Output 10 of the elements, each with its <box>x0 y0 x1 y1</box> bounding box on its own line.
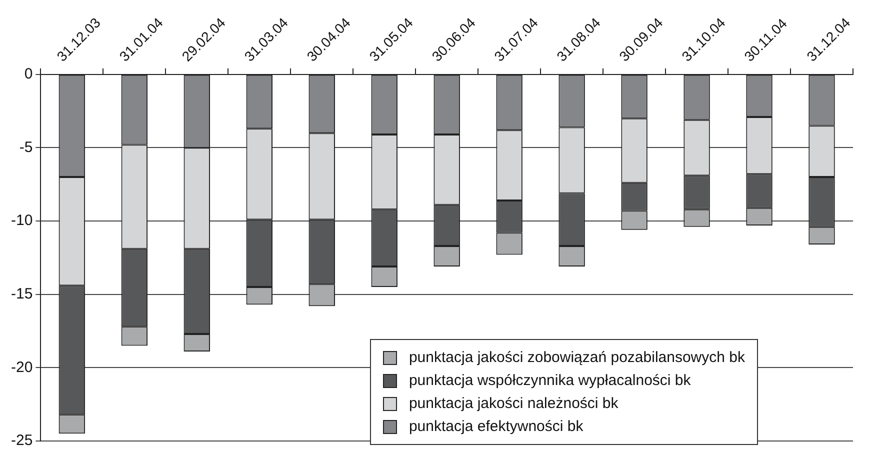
y-tick-label: 0 <box>24 66 33 83</box>
legend-label: punktacja współczynnika wypłacalności bk <box>408 371 691 391</box>
legend-label: punktacja jakości należności bk <box>408 394 618 414</box>
y-tick-label: -25 <box>10 432 33 450</box>
y-tick-label: -15 <box>10 286 33 303</box>
y-tick-label: -5 <box>19 138 33 156</box>
legend-label: punktacja efektywności bk <box>408 417 584 437</box>
legend-label: punktacja jakości zobowiązań pozabilansowych bk <box>408 348 745 368</box>
y-tick-label: -10 <box>10 212 33 230</box>
y-tick-label: -20 <box>10 358 33 376</box>
